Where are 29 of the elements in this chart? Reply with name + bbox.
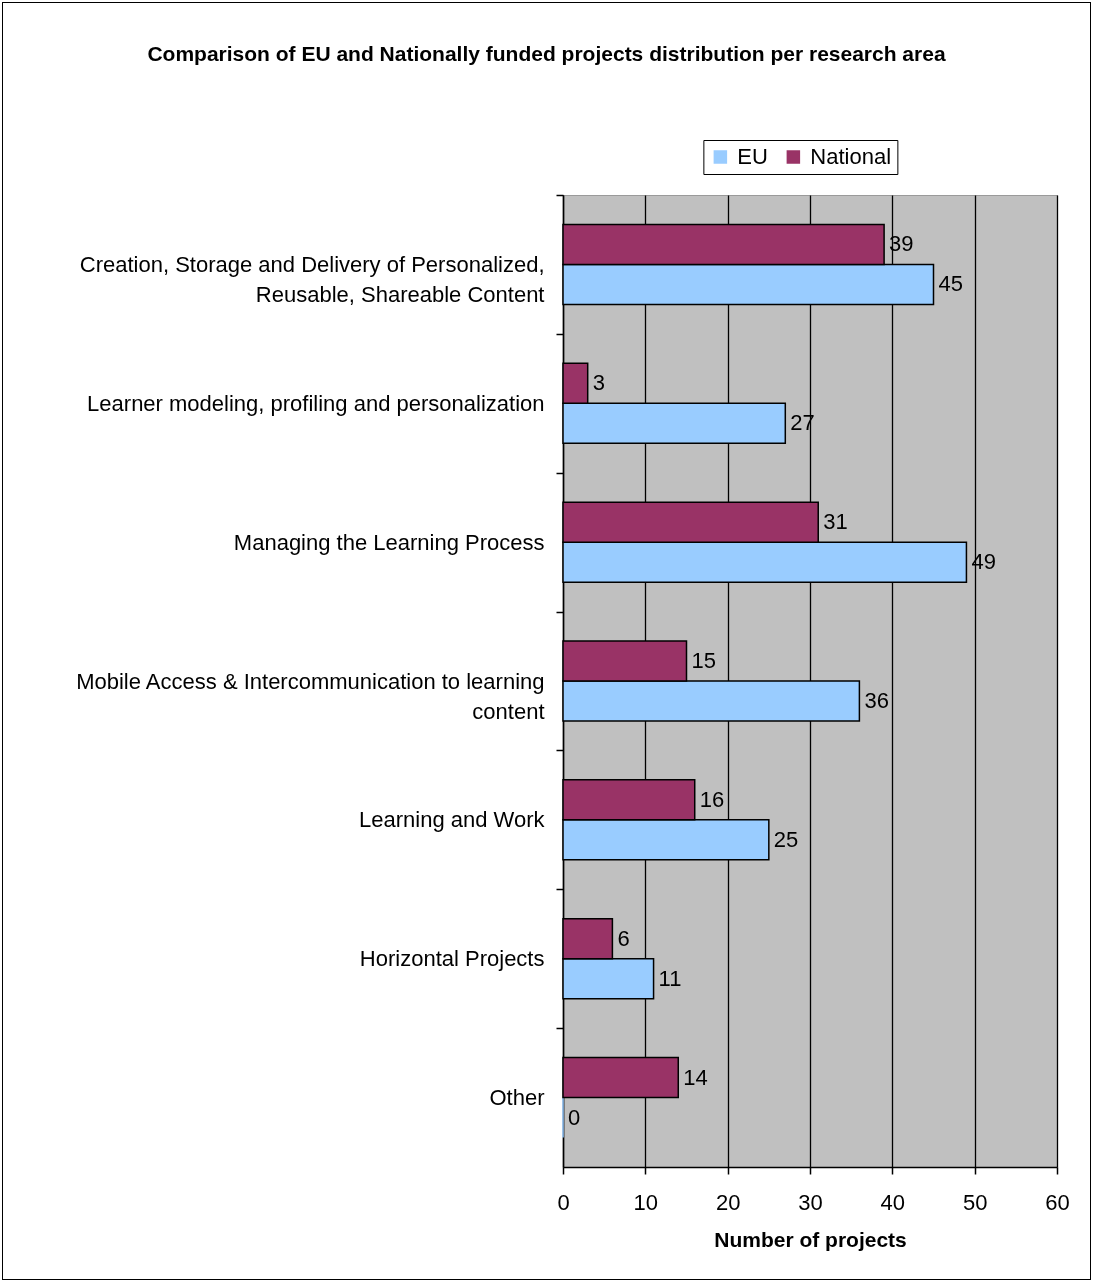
data-label: 16 [699, 786, 725, 812]
x-tick-label: 30 [798, 1189, 823, 1215]
y-tick-label: Learner modeling, profiling and personalization [87, 390, 545, 416]
data-label: 6 [617, 925, 630, 951]
chart-title: Comparison of EU and Nationally funded projects distribution per research area [147, 41, 946, 65]
data-label: 14 [683, 1064, 708, 1090]
legend-label: National [810, 144, 892, 169]
legend-label: EU [737, 144, 768, 169]
y-tick-label: Managing the Learning Process [233, 529, 545, 555]
x-tick-label: 0 [557, 1189, 570, 1215]
data-label: 25 [773, 826, 799, 852]
data-label: 31 [823, 509, 848, 535]
data-label: 36 [864, 688, 889, 713]
y-tick-label: Other [489, 1085, 545, 1111]
y-tick-label: Creation, Storage and Delivery of Personalized, Reusable, Shareable Content [79, 251, 545, 307]
data-label: 3 [592, 370, 605, 396]
data-label: 45 [938, 271, 963, 297]
data-label: 0 [568, 1104, 581, 1130]
x-tick-label: 10 [633, 1189, 659, 1215]
x-tick-label: 40 [880, 1189, 906, 1215]
data-label: 15 [691, 648, 716, 673]
y-tick-label: Learning and Work [359, 807, 546, 833]
x-tick-label: 20 [715, 1189, 741, 1215]
x-tick-label: 60 [1045, 1189, 1070, 1215]
y-tick-label: Horizontal Projects [359, 946, 545, 972]
data-label: 11 [658, 965, 682, 991]
x-axis-title: Number of projects [714, 1227, 907, 1251]
y-tick-label: Mobile Access & Intercommunication to learning content [76, 668, 545, 724]
x-tick-label: 50 [962, 1189, 988, 1215]
